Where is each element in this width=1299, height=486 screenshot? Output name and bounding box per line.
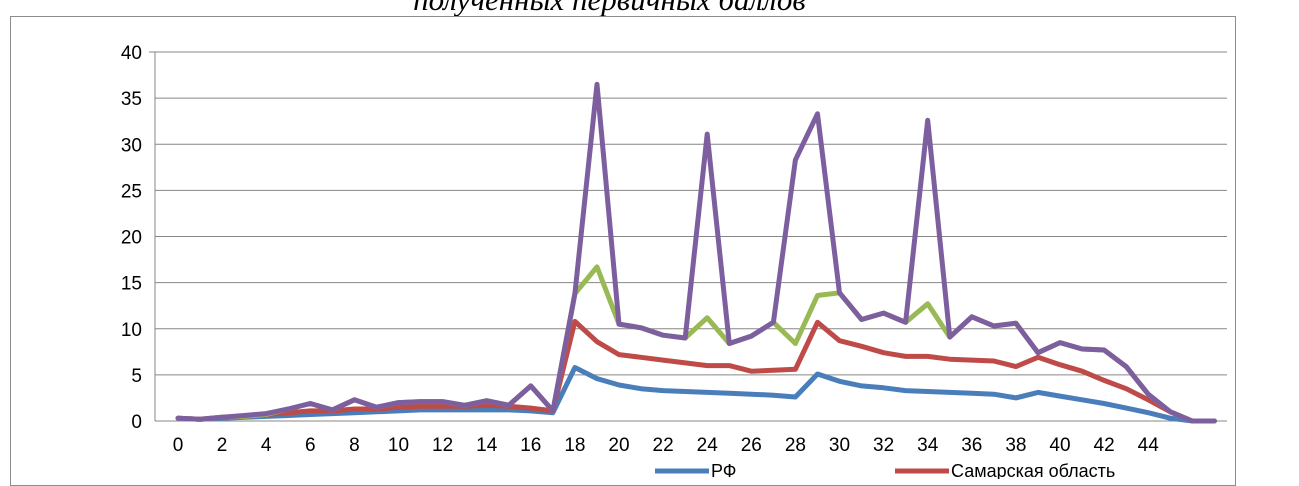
x-tick-label: 10	[388, 435, 409, 456]
x-tick-label: 24	[697, 435, 719, 456]
x-tick-label: 32	[873, 435, 894, 456]
x-tick-label: 2	[217, 435, 228, 456]
x-tick-label: 18	[564, 435, 585, 456]
x-tick-labels: 0 2 4 6 8 10 12 14 16 18 20 22 24 26 28 30 32 34 36 38 40 42 4…	[173, 435, 1159, 456]
y-tick-label: 20	[121, 228, 142, 249]
x-tick-label: 14	[476, 435, 498, 456]
x-tick-label: 22	[653, 435, 674, 456]
legend: РФ Самарская область	[655, 461, 1115, 479]
series-line-1	[175, 318, 1217, 424]
x-tick-label: 38	[1005, 435, 1026, 456]
x-tick-label: 12	[432, 435, 453, 456]
y-tick-label: 30	[121, 135, 142, 156]
chart-title: полученных первичных баллов	[0, 0, 1219, 18]
x-tick-label: 20	[608, 435, 629, 456]
y-tick-label: 15	[121, 274, 142, 295]
x-tick-label: 16	[520, 435, 541, 456]
series-line-3	[175, 81, 1217, 424]
y-tick-label: 5	[131, 366, 142, 387]
x-tick-label: 6	[305, 435, 316, 456]
y-tick-label: 10	[121, 320, 142, 341]
x-tick-label: 34	[917, 435, 939, 456]
axes	[149, 51, 1227, 422]
x-tick-label: 36	[961, 435, 982, 456]
y-tick-labels: 0 5 10 15 20 25 30 35 40	[121, 43, 142, 433]
x-tick-label: 28	[785, 435, 806, 456]
gridlines	[155, 51, 1227, 376]
x-tick-label: 42	[1094, 435, 1115, 456]
x-tick-label: 4	[261, 435, 272, 456]
x-tick-label: 40	[1049, 435, 1070, 456]
y-tick-label: 35	[121, 89, 142, 110]
x-tick-label: 44	[1138, 435, 1160, 456]
y-tick-label: 40	[121, 43, 142, 64]
legend-label: Самарская область	[951, 461, 1115, 479]
x-tick-label: 26	[741, 435, 762, 456]
series-lines	[175, 81, 1217, 424]
series-line-0	[175, 365, 1217, 424]
y-tick-label: 25	[121, 181, 142, 202]
y-tick-label: 0	[131, 412, 142, 433]
legend-label: РФ	[711, 461, 737, 479]
x-tick-label: 0	[173, 435, 184, 456]
x-tick-label: 8	[349, 435, 360, 456]
x-tick-label: 30	[829, 435, 850, 456]
